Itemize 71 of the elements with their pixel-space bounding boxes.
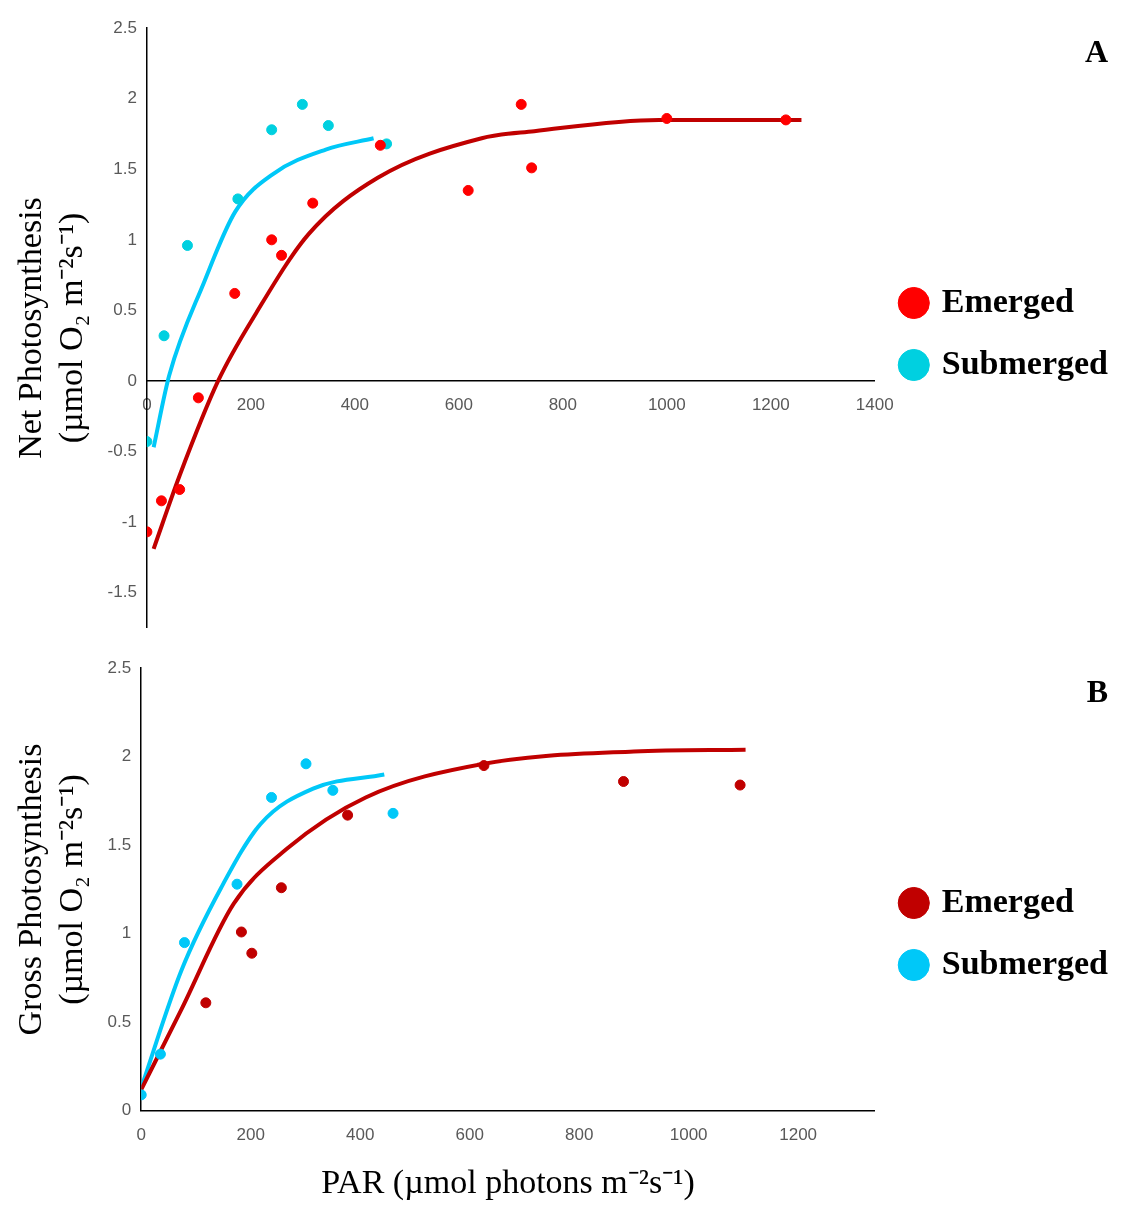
legend-label: Submerged [941, 943, 1109, 981]
point [515, 98, 527, 110]
x-tick-label: 600 [455, 1124, 484, 1144]
y-tick-label: 2.5 [113, 17, 137, 37]
y-tick-label: 0.5 [107, 1011, 132, 1031]
point [307, 197, 319, 209]
point [174, 484, 186, 496]
point [266, 791, 278, 803]
y-tick-label: 1 [127, 229, 137, 249]
point [232, 193, 244, 205]
point [158, 330, 170, 342]
point [229, 287, 241, 299]
point [181, 239, 193, 251]
y-tick-label: 0.5 [113, 300, 137, 320]
y-tick-label: 2 [121, 746, 132, 766]
point [300, 758, 312, 770]
y-tick-label: 1 [121, 923, 132, 943]
y-tick-label: 0 [121, 1100, 132, 1120]
y-tick-label: 1.5 [107, 834, 132, 854]
x-axis-title: PAR (µmol photons m⁻²s⁻¹) [321, 1162, 695, 1201]
y-tick-label: 1.5 [113, 158, 137, 178]
y-axis-title: Gross Photosynthesis (µmol O₂ m⁻²s⁻¹) [11, 743, 91, 1036]
point [231, 878, 243, 890]
x-tick-label: 1200 [751, 394, 790, 414]
point [322, 120, 334, 132]
x-tick-label: 200 [236, 394, 266, 414]
x-tick-label: 600 [444, 394, 474, 414]
text: A [1084, 33, 1108, 70]
point [275, 882, 287, 894]
point [155, 495, 167, 507]
point [478, 760, 490, 772]
legend-label: Emerged [941, 281, 1075, 319]
y-axis-title: Net Photosynthesis (µmol O₂ m⁻²s⁻¹) [11, 197, 91, 459]
point [192, 392, 204, 404]
legend-label: Emerged [941, 881, 1075, 919]
x-tick-label: 400 [346, 1124, 375, 1144]
x-tick-label: 800 [548, 394, 578, 414]
point [266, 124, 278, 136]
y-tick-label: -1.5 [107, 582, 137, 602]
point [296, 98, 308, 110]
x-tick-label: 800 [564, 1124, 594, 1144]
y-tick-label: 2 [127, 88, 137, 108]
y-tick-label: -0.5 [107, 441, 137, 461]
point [200, 997, 212, 1009]
point [734, 779, 746, 791]
point [235, 926, 247, 938]
x-tick-label: 400 [340, 394, 370, 414]
point [618, 776, 630, 788]
x-tick-label: 1000 [669, 1124, 708, 1144]
point [246, 947, 258, 959]
point [661, 112, 673, 124]
point [387, 807, 399, 819]
x-tick-label: 1400 [855, 394, 894, 414]
point [342, 809, 354, 821]
x-tick-label: 1200 [779, 1124, 818, 1144]
point [178, 937, 190, 949]
point [327, 784, 339, 796]
y-tick-label: 2.5 [107, 657, 132, 677]
point [462, 184, 474, 196]
point [374, 139, 386, 151]
x-tick-label: 1000 [647, 394, 686, 414]
point [266, 234, 278, 246]
point [780, 114, 792, 126]
y-tick-label: -1 [121, 511, 137, 531]
point [276, 249, 288, 261]
y-tick-label: 0 [127, 370, 137, 390]
legend-label: Submerged [941, 343, 1109, 381]
x-tick-label: 200 [236, 1124, 265, 1144]
text: B [1086, 673, 1108, 710]
point [526, 162, 538, 174]
point [154, 1048, 166, 1060]
